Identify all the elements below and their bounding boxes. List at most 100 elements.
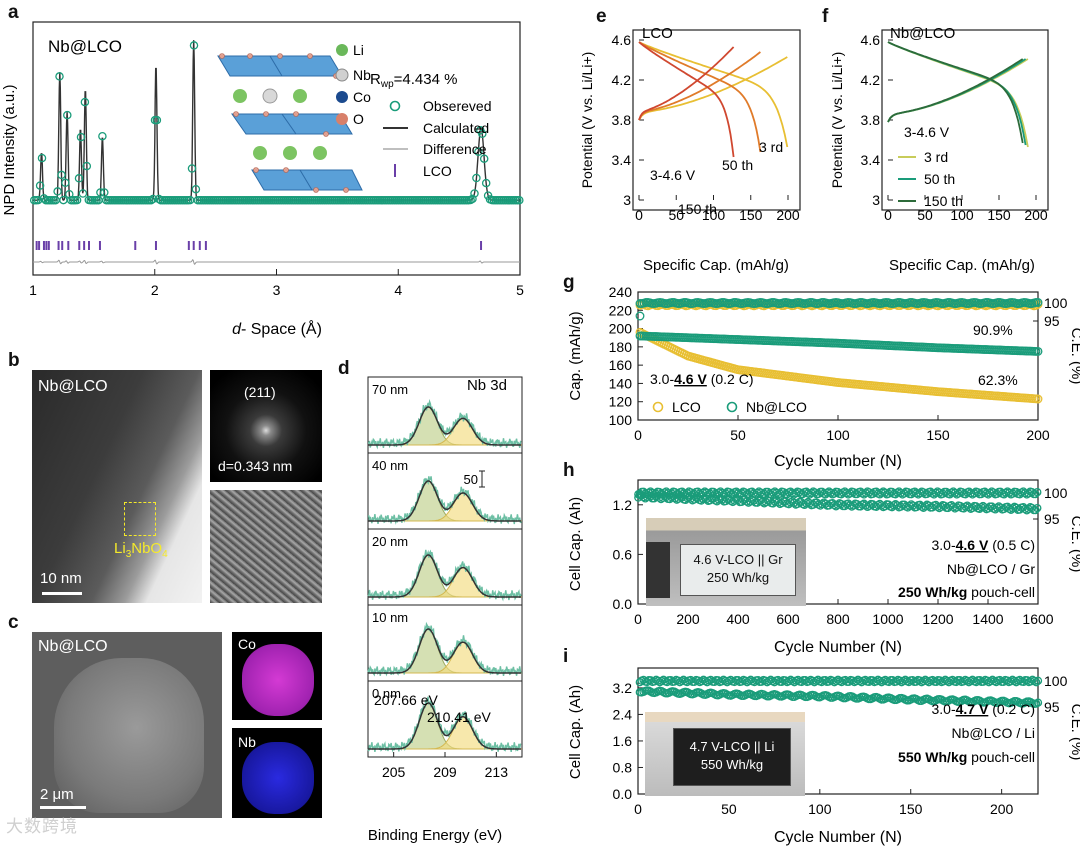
i-cell-label: Nb@LCO / Li: [952, 725, 1035, 741]
observed-point: [154, 194, 164, 204]
legend-observed: Obsereved: [423, 98, 491, 114]
cycle-point: [1033, 298, 1043, 307]
i-condition: 3.0-4.7 V (0.2 C): [931, 701, 1035, 717]
sem-scale-label: 2 μm: [40, 786, 74, 803]
atom-o-swatch: [336, 113, 348, 125]
observed-point: [478, 129, 487, 139]
observed-point: [481, 178, 491, 188]
g-condition: 3.0-4.6 V (0.2 C): [650, 371, 754, 387]
panel-letter-h: h: [563, 460, 575, 481]
lco-voltage-chart: 3 3.4 3.8 4.2 4.6 0 50 100 150 200 LCO 3-4.6 V 3 …: [579, 25, 801, 274]
li-pouch-cell-photo: 4.7 V-LCO || Li 550 Wh/kg: [645, 712, 805, 796]
voltage-ytick-label: 4.2: [861, 72, 881, 88]
cycle-ytick-label: 180: [609, 339, 633, 355]
xps-fit-envelope: [368, 554, 522, 598]
charge-curve-150th: [887, 58, 1024, 123]
voltage-xtick-label: 150: [987, 207, 1011, 223]
ce-tick-label: 100: [1044, 295, 1068, 311]
xps-depth-label: 0 nm: [372, 686, 401, 701]
observed-point: [96, 188, 105, 197]
cycle-point: [1033, 503, 1042, 513]
cycle-xtick-label: 1000: [872, 611, 903, 627]
observed-point: [63, 110, 72, 120]
cycle-xtick-label: 1400: [972, 611, 1003, 627]
npd-ylabel: NPD Intensity (a.u.): [1, 85, 18, 216]
g-retention-lco: 62.3%: [978, 372, 1018, 388]
voltage-ytick-label: 4.2: [612, 72, 632, 88]
cycle-xtick-label: 1200: [922, 611, 953, 627]
cycle-xtick-label: 0: [634, 611, 642, 627]
xps-fit-envelope: [368, 406, 522, 446]
fft-plane-label: (211): [244, 384, 276, 400]
xps-xtick-label: 213: [485, 764, 509, 780]
lco-cycle-50th: 50 th: [722, 157, 753, 173]
atom-o-label: O: [353, 111, 364, 127]
observed-point: [82, 161, 92, 171]
rwp-label: Rwp=4.434 %: [370, 71, 457, 90]
observed-point: [53, 187, 62, 196]
observed-point: [479, 154, 489, 163]
cycle-ytick-label: 1.6: [613, 733, 633, 749]
atom-nb-label: Nb: [353, 67, 371, 83]
g-retention-nblco: 90.9%: [973, 322, 1013, 338]
voltage-ytick-label: 3.8: [861, 112, 881, 128]
cycle-xtick-label: 50: [730, 427, 746, 443]
sem-image: Nb@LCO 2 μm: [32, 632, 222, 818]
cycle-ytick-label: 1.2: [613, 497, 633, 513]
lco-range-label: 3-4.6 V: [650, 167, 696, 183]
legend-calculated: Calculated: [423, 120, 489, 136]
npd-xtick-label: 5: [516, 282, 524, 298]
xps-depth-label: 70 nm: [372, 382, 408, 397]
observed-point: [78, 189, 88, 198]
voltage-xtick-label: 100: [950, 207, 974, 223]
voltage-xtick-label: 100: [702, 207, 726, 223]
cycle-ytick-label: 0.8: [613, 759, 633, 775]
xps-nb-3d52-peak: [368, 406, 522, 446]
voltage-xtick-label: 150: [739, 207, 763, 223]
voltage-xtick-label: 0: [635, 207, 643, 223]
legend-observed-marker: [389, 100, 401, 112]
cycle-ytick-label: 2.4: [613, 706, 633, 722]
cycling-chart-h: 0 200 400 600 800 1000 1200 1400 1600 0.0 0.6 1.2 10…: [567, 479, 1080, 656]
cycle-xtick-label: 100: [808, 801, 832, 817]
observed-point: [152, 115, 162, 125]
observed-point: [98, 131, 107, 141]
voltage-ytick-label: 3: [623, 192, 631, 208]
gr-pouch-line1: 4.6 V-LCO || Gr: [693, 552, 783, 567]
particle-shape: [54, 658, 204, 813]
watermark: 大数跨境: [6, 817, 78, 837]
cycle-ytick-label: 160: [609, 357, 633, 373]
observed-point: [189, 41, 199, 50]
xps-xtick-label: 209: [433, 764, 457, 780]
cycle-point: [1033, 488, 1042, 497]
cycle-xtick-label: 200: [1026, 427, 1050, 443]
observed-point: [470, 189, 479, 198]
ce-tick-label: 95: [1044, 699, 1060, 715]
h-ylabel2: C.E. (%): [1068, 516, 1080, 573]
npd-sample-label: Nb@LCO: [48, 37, 122, 56]
voltage-ytick-label: 3.8: [612, 112, 632, 128]
tem-phase-label: Li3NbO4: [114, 540, 168, 560]
g-xlabel: Cycle Number (N): [774, 453, 902, 470]
i-ylabel2: C.E. (%): [1068, 704, 1080, 761]
cycle-ytick-label: 0.6: [613, 546, 633, 562]
xps-fit-envelope: [368, 628, 522, 674]
discharge-curve-50th: [638, 41, 762, 153]
panel-letter-d: d: [338, 358, 350, 379]
i-ylabel: Cell Cap. (Ah): [567, 685, 584, 779]
charge-curve-150th: [638, 46, 735, 121]
cycle-xtick-label: 800: [826, 611, 850, 627]
observed-point: [37, 153, 47, 163]
legend-lco: LCO: [423, 163, 452, 179]
npd-xtick-label: 1: [29, 282, 37, 298]
cycle-xtick-label: 200: [990, 801, 1014, 817]
nblco-sample-label: Nb@LCO: [890, 25, 955, 42]
cycle-ytick-label: 220: [609, 302, 633, 318]
observed-point: [76, 132, 86, 142]
lco-voltage-ylabel: Potential (V vs. Li/Li+): [579, 52, 595, 189]
xps-title: Nb 3d: [467, 377, 507, 394]
ce-tick-label: 95: [1044, 511, 1060, 527]
g-legend-nblco: Nb@LCO: [746, 399, 807, 415]
nblco-legend-50th: 50 th: [924, 171, 955, 187]
discharge-curve-150th: [638, 41, 735, 158]
